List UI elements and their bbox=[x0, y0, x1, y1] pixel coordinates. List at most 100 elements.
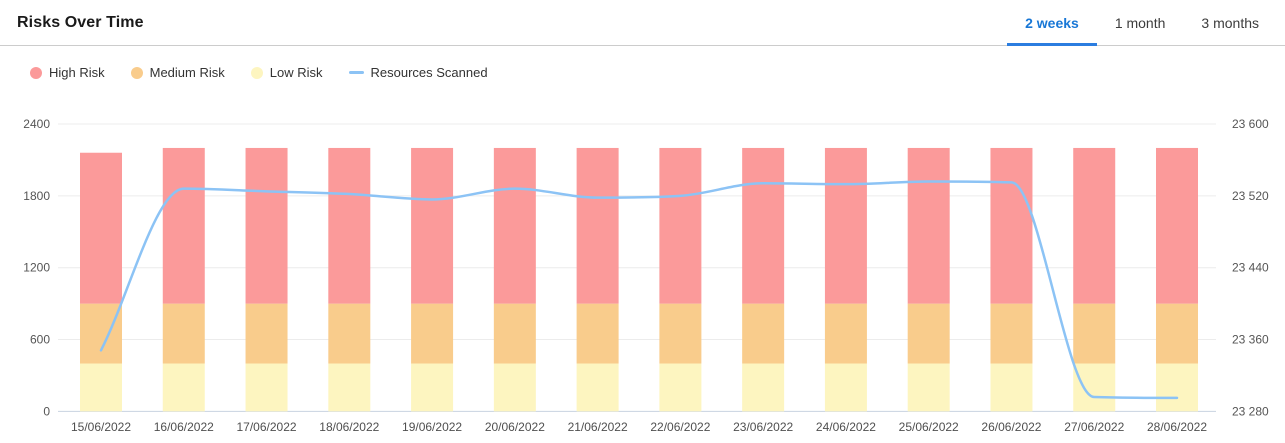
x-axis-labels: 15/06/2022 16/06/2022 17/06/2022 18/06/2022… bbox=[71, 420, 1207, 434]
medium-risk-segment bbox=[1156, 303, 1198, 364]
medium-risk-segment bbox=[659, 303, 702, 364]
x-axis-label: 17/06/2022 bbox=[237, 420, 297, 434]
header: Risks Over Time 2 weeks 1 month 3 months bbox=[0, 0, 1285, 46]
bar-25-06-2022 bbox=[907, 147, 950, 412]
low-risk-segment bbox=[1156, 363, 1198, 412]
high-risk-segment bbox=[245, 147, 288, 304]
y-axis-left-tick: 0 bbox=[43, 404, 50, 418]
low-risk-segment bbox=[245, 363, 288, 412]
chart-legend: High Risk Medium Risk Low Risk Resources Sc… bbox=[30, 65, 1285, 80]
tab-2-weeks[interactable]: 2 weeks bbox=[1007, 0, 1097, 46]
legend-high-risk[interactable]: High Risk bbox=[30, 65, 105, 80]
low-risk-segment bbox=[80, 363, 122, 412]
bar-16-06-2022 bbox=[162, 147, 205, 412]
bar-17-06-2022 bbox=[245, 147, 288, 412]
y-axis-right-tick: 23 440 bbox=[1232, 261, 1269, 275]
medium-risk-segment bbox=[411, 303, 454, 364]
x-axis-label: 25/06/2022 bbox=[899, 420, 959, 434]
medium-risk-segment bbox=[162, 303, 205, 364]
bar-28-06-2022 bbox=[1156, 147, 1198, 412]
medium-risk-segment bbox=[576, 303, 619, 364]
x-axis-label: 18/06/2022 bbox=[319, 420, 379, 434]
high-risk-segment bbox=[742, 147, 785, 304]
tab-3-months[interactable]: 3 months bbox=[1201, 14, 1259, 31]
low-risk-segment bbox=[824, 363, 867, 412]
y-axis-left-tick: 2400 bbox=[23, 117, 50, 131]
time-range-tabs: 2 weeks 1 month 3 months bbox=[1007, 0, 1277, 46]
x-axis-label: 28/06/2022 bbox=[1147, 420, 1207, 434]
y-axis-left: 0 600 1200 1800 2400 bbox=[23, 117, 50, 418]
high-risk-segment bbox=[493, 147, 536, 304]
bar-18-06-2022 bbox=[328, 147, 371, 412]
bar-24-06-2022 bbox=[824, 147, 867, 412]
high-risk-segment bbox=[328, 147, 371, 304]
low-risk-segment bbox=[576, 363, 619, 412]
bar-21-06-2022 bbox=[576, 147, 619, 412]
high-risk-segment bbox=[411, 147, 454, 304]
medium-risk-segment bbox=[245, 303, 288, 364]
y-axis-right-tick: 23 360 bbox=[1232, 333, 1269, 347]
x-axis-label: 27/06/2022 bbox=[1064, 420, 1124, 434]
high-risk-segment bbox=[907, 147, 950, 304]
medium-risk-segment bbox=[1073, 303, 1116, 364]
medium-risk-segment bbox=[493, 303, 536, 364]
resources-scanned-line bbox=[99, 180, 1179, 400]
bar-23-06-2022 bbox=[742, 147, 785, 412]
tab-1-month[interactable]: 1 month bbox=[1114, 14, 1166, 31]
y-axis-right: 23 280 23 360 23 440 23 520 23 600 bbox=[1232, 117, 1269, 418]
high-risk-dot-icon bbox=[30, 66, 42, 79]
legend-label: Low Risk bbox=[269, 65, 323, 80]
y-axis-right-tick: 23 520 bbox=[1232, 189, 1269, 203]
low-risk-segment bbox=[1073, 363, 1116, 412]
low-risk-segment bbox=[907, 363, 950, 412]
low-risk-segment bbox=[990, 363, 1033, 412]
risks-over-time-chart: 0 600 1200 1800 2400 23 280 23 360 23 440 23 520… bbox=[23, 117, 1269, 434]
bar-27-06-2022 bbox=[1073, 147, 1116, 412]
medium-risk-segment bbox=[328, 303, 371, 364]
x-axis-label: 19/06/2022 bbox=[402, 420, 462, 434]
medium-risk-segment bbox=[990, 303, 1033, 364]
resources-scanned-line-icon bbox=[348, 71, 364, 74]
bar-15-06-2022 bbox=[80, 152, 122, 412]
medium-risk-dot-icon bbox=[130, 66, 143, 79]
legend-label: High Risk bbox=[49, 65, 105, 80]
low-risk-segment bbox=[328, 363, 371, 412]
x-axis-label: 26/06/2022 bbox=[981, 420, 1041, 434]
y-axis-right-tick: 23 600 bbox=[1232, 117, 1269, 131]
high-risk-segment bbox=[80, 152, 122, 304]
y-axis-left-tick: 600 bbox=[30, 333, 50, 347]
bars bbox=[80, 147, 1198, 412]
gridlines bbox=[58, 123, 1216, 412]
low-risk-segment bbox=[659, 363, 702, 412]
y-axis-left-tick: 1800 bbox=[23, 189, 50, 203]
low-risk-segment bbox=[742, 363, 785, 412]
medium-risk-segment bbox=[824, 303, 867, 364]
legend-resources-scanned[interactable]: Resources Scanned bbox=[348, 65, 488, 80]
low-risk-segment bbox=[411, 363, 454, 412]
bar-26-06-2022 bbox=[990, 147, 1033, 412]
medium-risk-segment bbox=[907, 303, 950, 364]
legend-label: Resources Scanned bbox=[370, 65, 488, 80]
high-risk-segment bbox=[1156, 147, 1198, 304]
bar-20-06-2022 bbox=[493, 147, 536, 412]
high-risk-segment bbox=[1073, 147, 1116, 304]
y-axis-left-tick: 1200 bbox=[23, 261, 50, 275]
low-risk-segment bbox=[162, 363, 205, 412]
high-risk-segment bbox=[824, 147, 867, 304]
high-risk-segment bbox=[990, 147, 1033, 304]
legend-medium-risk[interactable]: Medium Risk bbox=[130, 65, 225, 80]
y-axis-right-tick: 23 280 bbox=[1232, 404, 1269, 418]
legend-low-risk[interactable]: Low Risk bbox=[250, 65, 323, 80]
high-risk-segment bbox=[659, 147, 702, 304]
legend-label: Medium Risk bbox=[149, 65, 225, 80]
x-axis-label: 20/06/2022 bbox=[485, 420, 545, 434]
high-risk-segment bbox=[162, 147, 205, 304]
high-risk-segment bbox=[576, 147, 619, 304]
low-risk-dot-icon bbox=[250, 66, 263, 79]
x-axis-label: 23/06/2022 bbox=[733, 420, 793, 434]
chart-area: 0 600 1200 1800 2400 23 280 23 360 23 440 23 520… bbox=[0, 100, 1285, 443]
x-axis-label: 22/06/2022 bbox=[650, 420, 710, 434]
bar-22-06-2022 bbox=[659, 147, 702, 412]
x-axis-label: 24/06/2022 bbox=[816, 420, 876, 434]
resources-scanned-path bbox=[99, 180, 1179, 400]
